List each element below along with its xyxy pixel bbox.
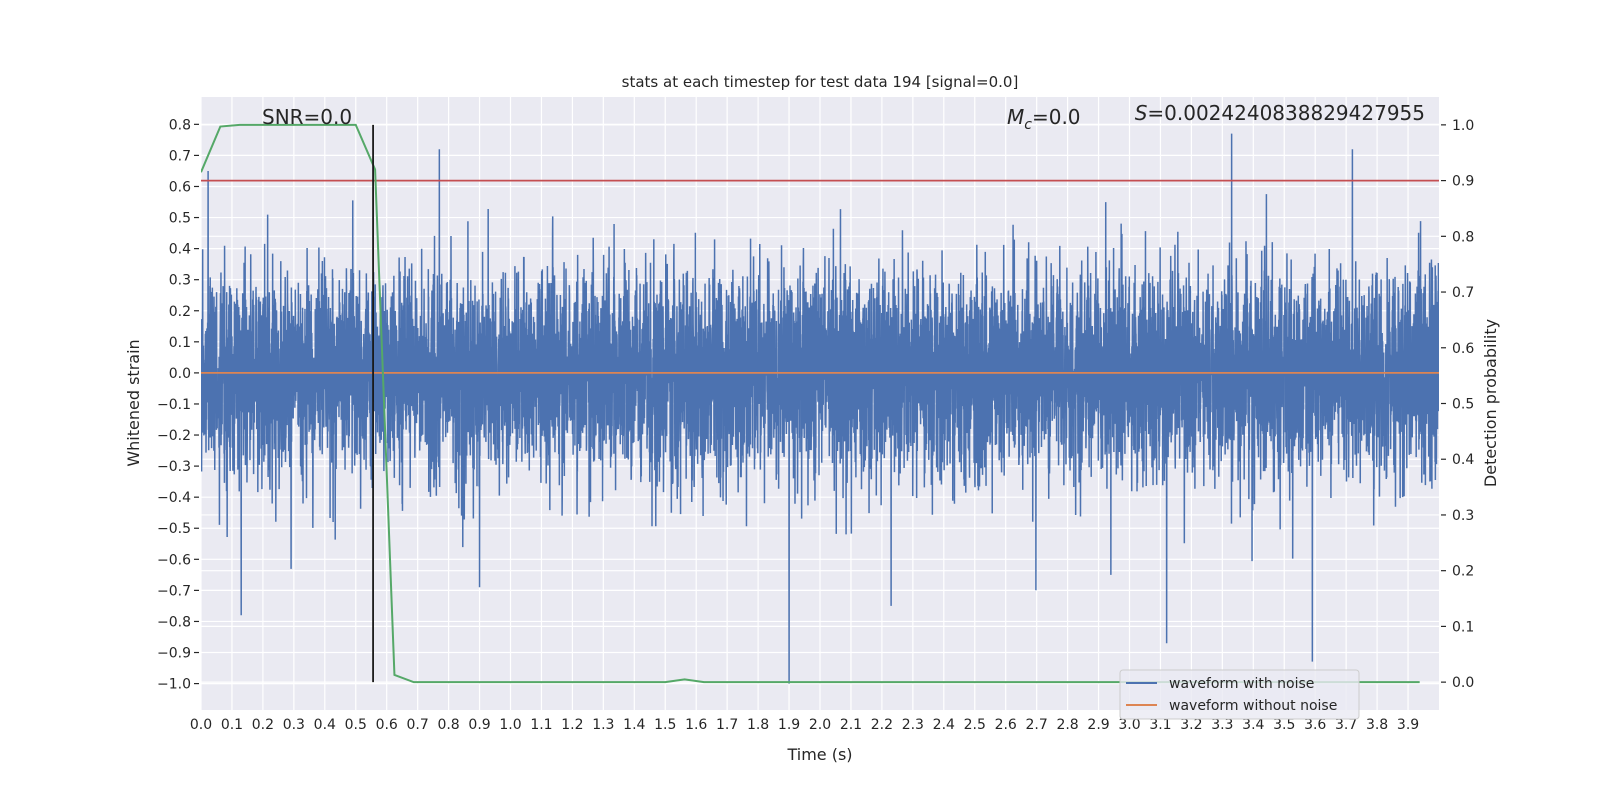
x-tick-label: 3.7 <box>1335 717 1357 733</box>
y-tick-label: −0.6 <box>157 552 191 568</box>
y-right-tick-label: 0.8 <box>1452 229 1474 245</box>
chart-title: stats at each timestep for test data 194… <box>622 73 1019 91</box>
axes: 0.0 0.1 0.2 0.3 0.4 0.5 0.6 0.7 0.8 0.9 1.0 1.1 1.2 1… <box>157 117 1474 733</box>
x-tick-label: 2.9 <box>1087 717 1109 733</box>
y-right-tick-label: 0.9 <box>1452 174 1474 190</box>
y-right-tick-label: 0.4 <box>1452 452 1474 468</box>
x-tick-label: 3.9 <box>1397 717 1419 733</box>
y-right-tick-label: 0.0 <box>1452 675 1474 691</box>
x-tick-label: 0.7 <box>407 717 429 733</box>
y-axis-label: Whitened strain <box>124 339 143 466</box>
x-tick-label: 2.2 <box>871 717 893 733</box>
x-tick-label: 1.9 <box>778 717 800 733</box>
y-tick-label: −0.3 <box>157 459 191 475</box>
x-tick-label: 0.3 <box>283 717 305 733</box>
legend-label-clean: waveform without noise <box>1169 698 1337 714</box>
x-tick-label: 2.7 <box>1026 717 1048 733</box>
y-tick-label: −0.2 <box>157 428 191 444</box>
x-tick-label: 0.5 <box>345 717 367 733</box>
y-tick-label: −0.7 <box>157 583 191 599</box>
y-right-tick-label: 0.5 <box>1452 397 1474 413</box>
legend-frame <box>1119 669 1360 720</box>
snr-annotation: SNR=0.0 <box>262 105 352 129</box>
y-tick-label: −0.4 <box>157 490 191 506</box>
series-waveform-with-noise <box>201 133 1439 684</box>
x-axis-label: Time (s) <box>786 745 852 764</box>
legend: waveform with noise waveform without noi… <box>1119 669 1360 720</box>
x-tick-label: 1.4 <box>623 717 645 733</box>
y-tick-label: 0.6 <box>169 179 191 195</box>
x-tick-label: 0.1 <box>221 717 243 733</box>
s-symbol: S <box>1135 101 1148 125</box>
y-tick-label: −0.9 <box>157 646 191 662</box>
y-tick-label: 0.4 <box>169 242 191 258</box>
y-tick-label: 0.0 <box>169 366 191 382</box>
y-axis-right-label: Detection probability <box>1481 319 1500 487</box>
y-right-tick-label: 0.6 <box>1452 341 1474 357</box>
x-tick-label: 2.0 <box>809 717 831 733</box>
x-tick-label: 1.7 <box>716 717 738 733</box>
x-tick-label: 2.5 <box>964 717 986 733</box>
s-annotation: S=0.0024240838829427955 <box>1135 101 1425 125</box>
x-tick-label: 1.2 <box>561 717 583 733</box>
mc-subscript: c <box>1024 117 1032 133</box>
y-tick-label: −1.0 <box>157 677 191 693</box>
x-tick-label: 3.3 <box>1211 717 1233 733</box>
y-tick-label: 0.8 <box>169 117 191 133</box>
mc-symbol: M <box>1007 105 1024 129</box>
x-tick-label: 2.1 <box>840 717 862 733</box>
x-tick-label: 1.3 <box>592 717 614 733</box>
x-tick-label: 2.3 <box>902 717 924 733</box>
y-tick-label: 0.1 <box>169 335 191 351</box>
x-tick-label: 3.5 <box>1273 717 1295 733</box>
s-value: =0.0024240838829427955 <box>1147 101 1425 125</box>
x-tick-label: 1.1 <box>530 717 552 733</box>
x-tick-label: 1.0 <box>499 717 521 733</box>
x-tick-label: 3.1 <box>1149 717 1171 733</box>
y-tick-label: 0.3 <box>169 273 191 289</box>
x-tick-label: 0.9 <box>468 717 490 733</box>
legend-label-noise: waveform with noise <box>1169 676 1314 692</box>
x-tick-label: 0.8 <box>437 717 459 733</box>
y-tick-label: 0.7 <box>169 148 191 164</box>
mc-annotation: Mc=0.0 <box>1007 105 1081 133</box>
y-right-tick-label: 0.2 <box>1452 564 1474 580</box>
y-right-tick-label: 0.3 <box>1452 508 1474 524</box>
x-tick-label: 3.8 <box>1366 717 1388 733</box>
x-tick-label: 2.4 <box>933 717 955 733</box>
x-tick-label: 1.8 <box>747 717 769 733</box>
y-right-tick-label: 1.0 <box>1452 118 1474 134</box>
x-tick-label: 0.4 <box>314 717 336 733</box>
y-tick-label: 0.2 <box>169 304 191 320</box>
y-right-tick-label: 0.1 <box>1452 619 1474 635</box>
x-tick-label: 1.6 <box>685 717 707 733</box>
y-tick-label: 0.5 <box>169 211 191 227</box>
x-tick-label: 2.6 <box>995 717 1017 733</box>
y-right-tick-label: 0.7 <box>1452 285 1474 301</box>
y-tick-label: −0.5 <box>157 521 191 537</box>
x-tick-label: 1.5 <box>654 717 676 733</box>
y-tick-label: −0.8 <box>157 614 191 630</box>
x-tick-label: 2.8 <box>1056 717 1078 733</box>
x-tick-label: 3.2 <box>1180 717 1202 733</box>
x-tick-label: 3.4 <box>1242 717 1264 733</box>
mc-value: =0.0 <box>1032 105 1081 129</box>
x-tick-label: 3.0 <box>1118 717 1140 733</box>
x-tick-label: 0.6 <box>376 717 398 733</box>
x-tick-label: 0.0 <box>190 717 212 733</box>
x-tick-label: 3.6 <box>1304 717 1326 733</box>
y-tick-label: −0.1 <box>157 397 191 413</box>
x-tick-label: 0.2 <box>252 717 274 733</box>
